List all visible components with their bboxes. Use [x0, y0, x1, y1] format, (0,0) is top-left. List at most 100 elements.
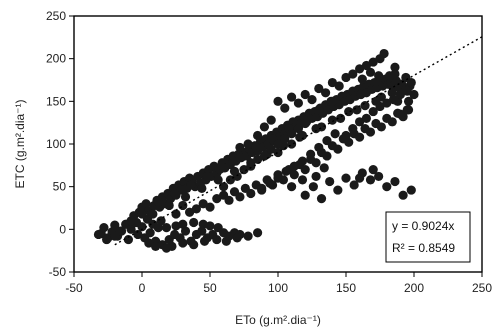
- data-point: [110, 220, 120, 230]
- data-point: [341, 130, 351, 141]
- data-point: [341, 72, 351, 83]
- data-point: [281, 166, 291, 176]
- data-point: [178, 238, 188, 248]
- regression-annotation: y = 0.9024x R² = 0.8549: [385, 211, 471, 263]
- data-point: [361, 60, 371, 71]
- data-point: [333, 185, 343, 195]
- data-point: [316, 194, 327, 204]
- data-point: [289, 161, 299, 171]
- data-point: [212, 234, 222, 245]
- data-point: [344, 106, 354, 117]
- data-point: [325, 176, 335, 187]
- data-point: [280, 103, 290, 113]
- data-point: [287, 129, 297, 139]
- data-point: [355, 64, 365, 74]
- data-point: [251, 142, 261, 153]
- y-tick-label: 200: [46, 52, 66, 66]
- data-point: [308, 182, 318, 192]
- data-point: [330, 129, 340, 139]
- data-point: [333, 144, 343, 154]
- data-point: [273, 96, 283, 106]
- data-point: [99, 223, 109, 233]
- x-tick-label: 150: [336, 281, 356, 295]
- x-axis-title: ETo (g.m².dia⁻¹): [235, 313, 321, 327]
- data-points: [93, 48, 419, 253]
- data-point: [126, 216, 136, 226]
- data-point: [199, 236, 210, 246]
- data-point: [352, 105, 362, 115]
- data-point: [189, 240, 199, 250]
- data-point: [300, 190, 310, 200]
- data-point: [322, 151, 332, 161]
- data-point: [189, 217, 199, 228]
- data-point: [361, 113, 371, 123]
- y-tick-label: -50: [49, 265, 67, 279]
- x-tick-label: 0: [139, 281, 146, 295]
- data-point: [178, 200, 188, 211]
- y-tick-label: 50: [53, 180, 67, 194]
- data-point: [235, 192, 245, 202]
- data-point: [171, 209, 181, 219]
- data-point: [402, 105, 412, 115]
- data-point: [280, 134, 290, 144]
- data-point: [398, 190, 408, 200]
- data-point: [212, 194, 222, 204]
- data-point: [382, 98, 392, 108]
- data-point: [341, 173, 351, 183]
- data-point: [365, 175, 376, 185]
- data-point: [306, 149, 316, 159]
- data-point: [314, 105, 324, 115]
- data-point: [185, 207, 195, 217]
- data-point: [375, 101, 385, 112]
- annotation-box: [385, 211, 471, 263]
- data-point: [191, 204, 201, 214]
- data-point: [197, 226, 207, 236]
- data-point: [287, 92, 297, 102]
- y-tick-label: 150: [46, 94, 66, 108]
- data-point: [232, 233, 242, 243]
- data-point: [360, 101, 370, 111]
- data-point: [259, 122, 269, 132]
- x-tick-label: 250: [472, 281, 492, 295]
- data-point: [246, 161, 256, 171]
- data-point: [293, 124, 303, 134]
- data-point: [389, 95, 399, 105]
- data-point: [161, 243, 172, 253]
- data-point: [374, 171, 384, 182]
- data-point: [235, 153, 245, 163]
- data-point: [239, 165, 249, 175]
- data-point: [137, 209, 147, 219]
- y-tick-label: 250: [46, 9, 66, 23]
- data-point: [148, 209, 158, 219]
- data-point: [171, 221, 181, 231]
- data-point: [379, 48, 389, 59]
- data-point: [198, 219, 208, 229]
- data-point: [243, 231, 253, 241]
- data-point: [273, 173, 283, 183]
- data-point: [110, 231, 120, 241]
- data-point: [390, 62, 400, 72]
- data-point: [311, 171, 321, 182]
- data-point: [161, 223, 172, 233]
- data-point: [257, 183, 267, 193]
- data-point: [102, 234, 112, 245]
- data-point: [297, 156, 308, 166]
- data-point: [145, 228, 155, 238]
- data-point: [297, 130, 308, 141]
- x-tick-label: 200: [404, 281, 424, 295]
- data-point: [224, 195, 234, 205]
- data-point: [219, 163, 229, 173]
- data-point: [144, 238, 154, 248]
- data-point: [319, 163, 329, 173]
- data-point: [401, 72, 411, 83]
- data-point: [186, 180, 196, 190]
- data-point: [265, 178, 275, 188]
- data-point: [133, 229, 143, 240]
- x-axis: -50 0 50 100 150 200 250: [65, 272, 492, 295]
- data-point: [266, 115, 276, 125]
- data-point: [151, 241, 161, 251]
- data-point: [219, 182, 229, 192]
- data-point: [202, 171, 212, 182]
- data-point: [402, 86, 412, 96]
- data-point: [273, 139, 283, 149]
